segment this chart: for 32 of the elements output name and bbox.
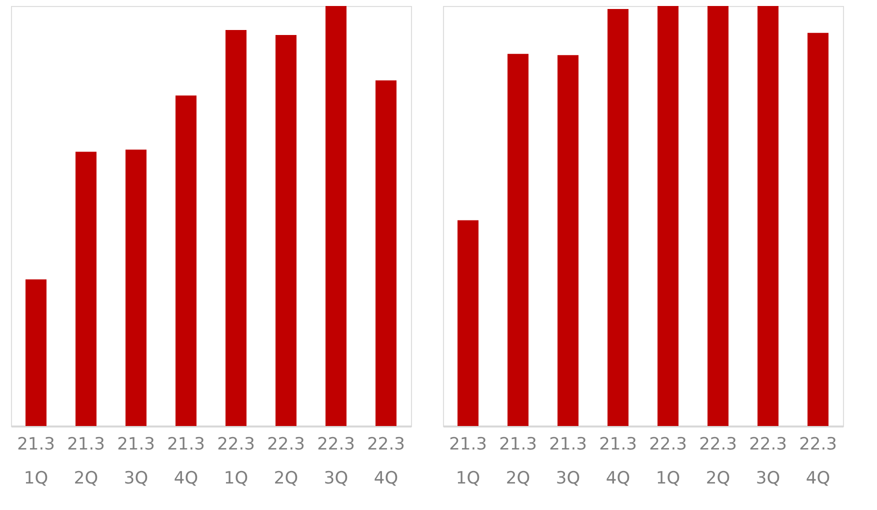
- bar: [76, 152, 96, 426]
- bar: [808, 32, 828, 426]
- x-tick-label: 22.3 1Q: [217, 434, 255, 488]
- x-tick-label: 22.3 4Q: [799, 434, 837, 488]
- bar: [326, 6, 346, 426]
- bar: [558, 55, 578, 426]
- x-tick-label: 22.3 1Q: [649, 434, 687, 488]
- x-tick-label: 21.3 3Q: [117, 434, 155, 488]
- bar: [376, 80, 396, 426]
- x-tick-label: 22.3 4Q: [367, 434, 405, 488]
- bar: [176, 95, 196, 426]
- bar: [26, 279, 46, 426]
- x-tick-label: 21.3 4Q: [599, 434, 637, 488]
- x-tick-label: 22.3 3Q: [749, 434, 787, 488]
- x-tick-label: 22.3 2Q: [267, 434, 305, 488]
- x-tick-label: 21.3 4Q: [167, 434, 205, 488]
- x-tick-label: 22.3 2Q: [699, 434, 737, 488]
- x-tick-label: 21.3 2Q: [67, 434, 105, 488]
- bar: [708, 6, 728, 426]
- x-tick-label: 21.3 1Q: [449, 434, 487, 488]
- bar: [508, 54, 528, 426]
- bar: [226, 30, 246, 426]
- bar: [126, 150, 146, 426]
- bar: [658, 6, 678, 426]
- x-tick-label: 21.3 1Q: [17, 434, 55, 488]
- bar: [608, 8, 628, 426]
- bar: [758, 6, 778, 426]
- x-tick-label: 21.3 2Q: [499, 434, 537, 488]
- bar: [458, 220, 478, 426]
- x-tick-label: 22.3 3Q: [317, 434, 355, 488]
- x-tick-label: 21.3 3Q: [549, 434, 587, 488]
- bar: [276, 34, 296, 426]
